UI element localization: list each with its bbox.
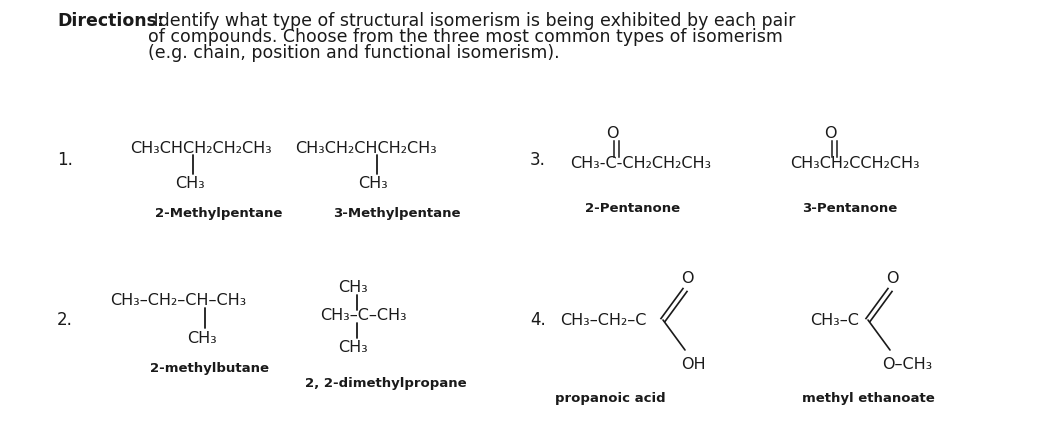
Text: CH₃–CH₂–C: CH₃–CH₂–C <box>560 312 647 327</box>
Text: O: O <box>605 125 618 140</box>
Text: 3-Pentanone: 3-Pentanone <box>802 202 897 215</box>
Text: CH₃–C–CH₃: CH₃–C–CH₃ <box>320 308 406 323</box>
Text: 2-Pentanone: 2-Pentanone <box>585 202 680 215</box>
Text: O–CH₃: O–CH₃ <box>882 356 932 371</box>
Text: 2, 2-dimethylpropane: 2, 2-dimethylpropane <box>305 377 466 389</box>
Text: 3-Methylpentane: 3-Methylpentane <box>333 206 460 220</box>
Text: OH: OH <box>681 356 706 371</box>
Text: (e.g. chain, position and functional isomerism).: (e.g. chain, position and functional iso… <box>148 44 559 62</box>
Text: O: O <box>681 271 694 286</box>
Text: CH₃CHCH₂CH₂CH₃: CH₃CHCH₂CH₂CH₃ <box>130 140 272 155</box>
Text: O: O <box>824 125 836 140</box>
Text: CH₃: CH₃ <box>187 330 217 345</box>
Text: propanoic acid: propanoic acid <box>555 392 665 404</box>
Text: of compounds. Choose from the three most common types of isomerism: of compounds. Choose from the three most… <box>148 28 782 46</box>
Text: methyl ethanoate: methyl ethanoate <box>802 392 935 404</box>
Text: 1.: 1. <box>57 151 73 169</box>
Text: CH₃: CH₃ <box>338 279 367 294</box>
Text: CH₃CH₂CHCH₂CH₃: CH₃CH₂CHCH₂CH₃ <box>295 140 437 155</box>
Text: 4.: 4. <box>530 311 545 329</box>
Text: O: O <box>886 271 898 286</box>
Text: CH₃–CH₂–CH–CH₃: CH₃–CH₂–CH–CH₃ <box>110 293 246 308</box>
Text: CH₃CH₂CCH₂CH₃: CH₃CH₂CCH₂CH₃ <box>790 155 919 171</box>
Text: CH₃–C: CH₃–C <box>810 312 859 327</box>
Text: CH₃: CH₃ <box>358 176 388 191</box>
Text: 2-Methylpentane: 2-Methylpentane <box>155 206 282 220</box>
Text: Directions:: Directions: <box>57 12 164 30</box>
Text: 2.: 2. <box>57 311 73 329</box>
Text: 3.: 3. <box>530 151 545 169</box>
Text: CH₃: CH₃ <box>175 176 204 191</box>
Text: 2-methylbutane: 2-methylbutane <box>150 362 269 374</box>
Text: Identify what type of structural isomerism is being exhibited by each pair: Identify what type of structural isomeri… <box>148 12 795 30</box>
Text: CH₃: CH₃ <box>338 340 367 355</box>
Text: CH₃-C-CH₂CH₂CH₃: CH₃-C-CH₂CH₂CH₃ <box>570 155 711 171</box>
